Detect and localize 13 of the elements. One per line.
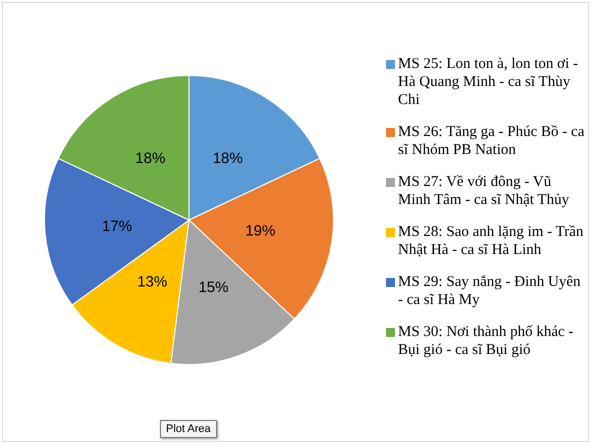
legend-label: MS 28: Sao anh lặng im - Trần Nhật Hà - ca sĩ Hà Linh bbox=[398, 223, 584, 259]
legend-label: MS 29: Say nắng - Đinh Uyên - ca sĩ Hà My bbox=[398, 273, 582, 309]
legend-label: MS 27: Về với đông - Vũ Minh Tâm - ca sĩ Nhật Thủy bbox=[398, 173, 570, 209]
legend-label: MS 26: Tăng ga - Phúc Bồ - ca sĩ Nhóm PB Nation bbox=[398, 123, 586, 159]
data-label: 18% bbox=[135, 150, 166, 168]
legend-label: MS 25: Lon ton à, lon ton ơi - Hà Quang Minh - ca sĩ Thùy Chi bbox=[398, 55, 580, 109]
legend-label: MS 30: Nơi thành phố khác - Bụi gió - ca sĩ Bụi gió bbox=[398, 323, 574, 359]
text: Plot Area bbox=[160, 420, 217, 438]
data-label: 17% bbox=[102, 218, 132, 235]
data-label: 18% bbox=[212, 150, 243, 168]
data-label: 15% bbox=[198, 279, 228, 296]
data-label: 19% bbox=[245, 222, 276, 240]
data-label: 13% bbox=[137, 273, 168, 290]
